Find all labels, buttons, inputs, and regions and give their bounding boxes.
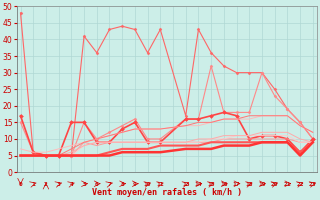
X-axis label: Vent moyen/en rafales ( km/h ): Vent moyen/en rafales ( km/h ) (92, 188, 242, 197)
